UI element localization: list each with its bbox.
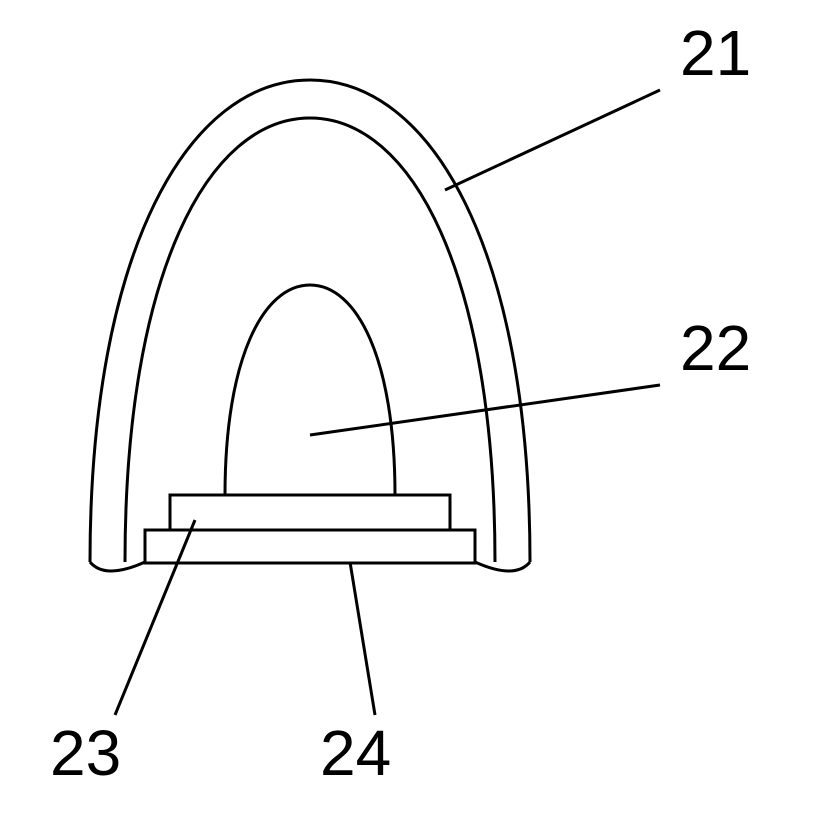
leader-line-24 bbox=[350, 562, 375, 715]
upper-base-plate bbox=[170, 495, 450, 530]
outer-dome bbox=[90, 80, 530, 562]
label-21: 21 bbox=[680, 17, 751, 89]
base-left-corner-arc bbox=[90, 562, 145, 571]
leader-line-21 bbox=[445, 90, 660, 190]
shapes-layer bbox=[90, 80, 530, 571]
base-right-corner-arc bbox=[475, 562, 530, 571]
labels-layer: 21 22 23 24 bbox=[50, 17, 751, 789]
leader-line-23 bbox=[115, 520, 195, 715]
label-23: 23 bbox=[50, 717, 121, 789]
lower-base-plate bbox=[145, 530, 475, 563]
diagram-canvas: 21 22 23 24 bbox=[0, 0, 838, 813]
core-dome bbox=[225, 285, 395, 495]
label-24: 24 bbox=[320, 717, 391, 789]
label-22: 22 bbox=[680, 312, 751, 384]
